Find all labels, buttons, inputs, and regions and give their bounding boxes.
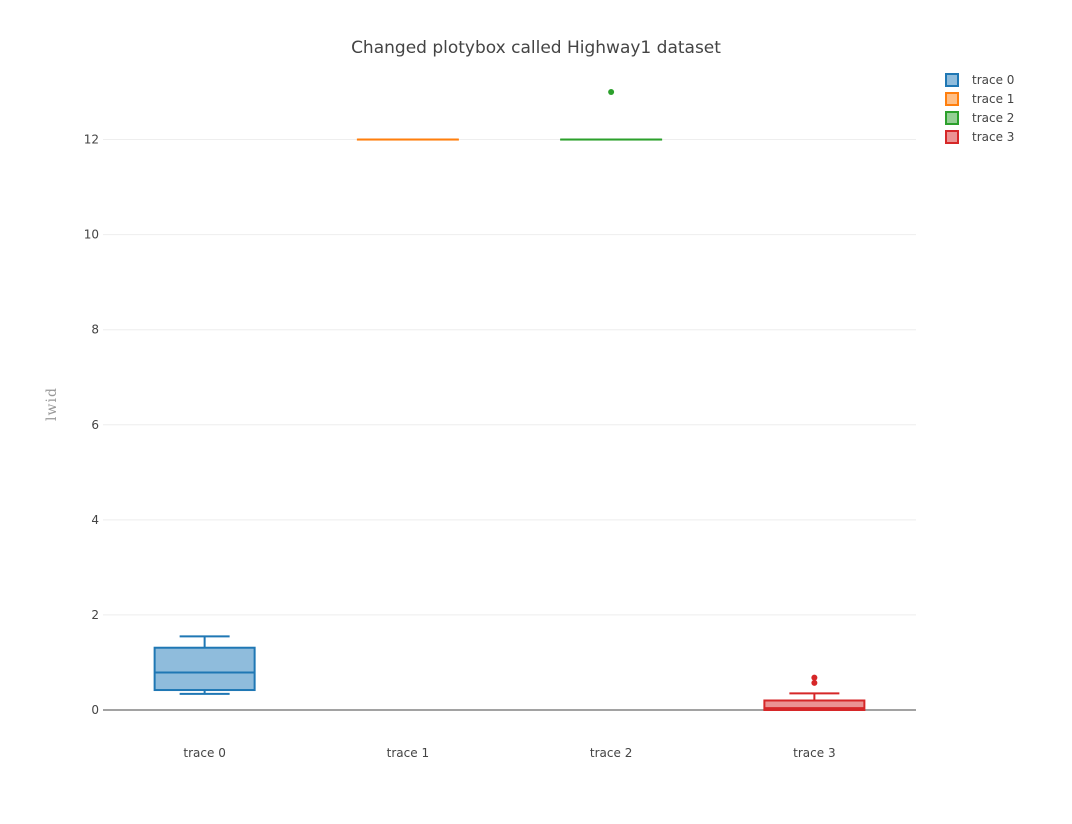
outlier-point[interactable]: [608, 89, 615, 96]
y-tick-label: 6: [91, 418, 99, 432]
x-axis-ticks: trace 0 trace 1 trace 2 trace 3: [183, 746, 835, 760]
legend-label: trace 2: [972, 111, 1014, 125]
x-tick-label: trace 1: [387, 746, 429, 760]
boxes: [153, 89, 866, 712]
legend-swatch: [945, 111, 959, 125]
box-iqr: [763, 699, 866, 712]
box-iqr: [153, 646, 256, 692]
gridlines: [103, 139, 916, 711]
y-tick-label: 12: [84, 133, 99, 147]
legend-item-trace-1[interactable]: trace 1: [945, 92, 1014, 106]
outlier-point[interactable]: [811, 679, 818, 686]
y-tick-label: 2: [91, 608, 99, 622]
legend-label: trace 1: [972, 92, 1014, 106]
legend-swatch: [945, 130, 959, 144]
box-trace-2[interactable]: [560, 89, 663, 141]
box-trace-0[interactable]: [153, 635, 256, 695]
y-tick-label: 4: [91, 513, 99, 527]
legend-item-trace-0[interactable]: trace 0: [945, 73, 1014, 87]
legend-item-trace-3[interactable]: trace 3: [945, 130, 1014, 144]
legend-swatch: [945, 73, 959, 87]
x-tick-label: trace 2: [590, 746, 632, 760]
x-tick-label: trace 0: [183, 746, 225, 760]
box-trace-3[interactable]: [763, 674, 866, 712]
outlier-point[interactable]: [811, 674, 818, 681]
y-axis-ticks: 0 2 4 6 8 10 12: [84, 133, 99, 717]
y-tick-label: 8: [91, 323, 99, 337]
y-tick-label: 10: [84, 228, 99, 242]
chart-title: Changed plotybox called Highway1 dataset: [351, 38, 721, 58]
legend-label: trace 0: [972, 73, 1014, 87]
y-tick-label: 0: [91, 703, 99, 717]
legend-item-trace-2[interactable]: trace 2: [945, 111, 1014, 125]
legend-swatch: [945, 92, 959, 106]
legend-label: trace 3: [972, 130, 1014, 144]
y-axis-label: lwid: [44, 387, 60, 421]
x-tick-label: trace 3: [793, 746, 835, 760]
legend[interactable]: trace 0 trace 1 trace 2 trace 3: [945, 73, 1014, 144]
